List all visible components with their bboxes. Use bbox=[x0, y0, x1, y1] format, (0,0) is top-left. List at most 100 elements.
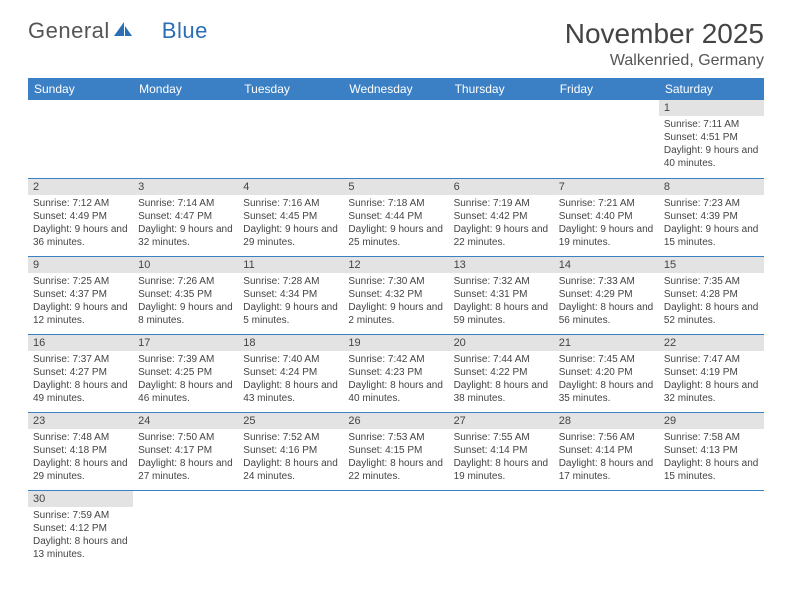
day-data: Sunrise: 7:50 AMSunset: 4:17 PMDaylight:… bbox=[133, 429, 238, 487]
calendar-cell: 5Sunrise: 7:18 AMSunset: 4:44 PMDaylight… bbox=[343, 178, 448, 256]
day-number: 21 bbox=[554, 335, 659, 351]
sunrise-text: Sunrise: 7:52 AM bbox=[243, 431, 338, 444]
daylight-text: Daylight: 9 hours and 5 minutes. bbox=[243, 301, 338, 327]
sunrise-text: Sunrise: 7:30 AM bbox=[348, 275, 443, 288]
calendar-cell bbox=[449, 100, 554, 178]
daylight-text: Daylight: 8 hours and 38 minutes. bbox=[454, 379, 549, 405]
day-number: 5 bbox=[343, 179, 448, 195]
day-number: 8 bbox=[659, 179, 764, 195]
daylight-text: Daylight: 8 hours and 46 minutes. bbox=[138, 379, 233, 405]
calendar-cell: 13Sunrise: 7:32 AMSunset: 4:31 PMDayligh… bbox=[449, 256, 554, 334]
calendar-cell: 19Sunrise: 7:42 AMSunset: 4:23 PMDayligh… bbox=[343, 334, 448, 412]
sunset-text: Sunset: 4:14 PM bbox=[559, 444, 654, 457]
logo-text-2: Blue bbox=[162, 18, 208, 44]
day-data: Sunrise: 7:12 AMSunset: 4:49 PMDaylight:… bbox=[28, 195, 133, 253]
day-data: Sunrise: 7:28 AMSunset: 4:34 PMDaylight:… bbox=[238, 273, 343, 331]
calendar-cell: 12Sunrise: 7:30 AMSunset: 4:32 PMDayligh… bbox=[343, 256, 448, 334]
day-number: 22 bbox=[659, 335, 764, 351]
calendar-cell: 7Sunrise: 7:21 AMSunset: 4:40 PMDaylight… bbox=[554, 178, 659, 256]
calendar-cell: 16Sunrise: 7:37 AMSunset: 4:27 PMDayligh… bbox=[28, 334, 133, 412]
sunset-text: Sunset: 4:16 PM bbox=[243, 444, 338, 457]
daylight-text: Daylight: 8 hours and 29 minutes. bbox=[33, 457, 128, 483]
sunset-text: Sunset: 4:32 PM bbox=[348, 288, 443, 301]
sunset-text: Sunset: 4:29 PM bbox=[559, 288, 654, 301]
day-data: Sunrise: 7:26 AMSunset: 4:35 PMDaylight:… bbox=[133, 273, 238, 331]
day-data: Sunrise: 7:45 AMSunset: 4:20 PMDaylight:… bbox=[554, 351, 659, 409]
calendar-week-row: 2Sunrise: 7:12 AMSunset: 4:49 PMDaylight… bbox=[28, 178, 764, 256]
sunrise-text: Sunrise: 7:25 AM bbox=[33, 275, 128, 288]
sunrise-text: Sunrise: 7:45 AM bbox=[559, 353, 654, 366]
day-number: 4 bbox=[238, 179, 343, 195]
daylight-text: Daylight: 9 hours and 22 minutes. bbox=[454, 223, 549, 249]
sunset-text: Sunset: 4:24 PM bbox=[243, 366, 338, 379]
day-data: Sunrise: 7:19 AMSunset: 4:42 PMDaylight:… bbox=[449, 195, 554, 253]
weekday-header: Friday bbox=[554, 78, 659, 100]
sunrise-text: Sunrise: 7:16 AM bbox=[243, 197, 338, 210]
logo-text-1: General bbox=[28, 18, 110, 44]
daylight-text: Daylight: 8 hours and 13 minutes. bbox=[33, 535, 128, 561]
sunset-text: Sunset: 4:31 PM bbox=[454, 288, 549, 301]
sunrise-text: Sunrise: 7:55 AM bbox=[454, 431, 549, 444]
calendar-cell: 10Sunrise: 7:26 AMSunset: 4:35 PMDayligh… bbox=[133, 256, 238, 334]
calendar-cell bbox=[343, 490, 448, 568]
sunset-text: Sunset: 4:37 PM bbox=[33, 288, 128, 301]
sunrise-text: Sunrise: 7:48 AM bbox=[33, 431, 128, 444]
day-number: 17 bbox=[133, 335, 238, 351]
daylight-text: Daylight: 8 hours and 19 minutes. bbox=[454, 457, 549, 483]
sunset-text: Sunset: 4:23 PM bbox=[348, 366, 443, 379]
sunset-text: Sunset: 4:42 PM bbox=[454, 210, 549, 223]
calendar-cell: 14Sunrise: 7:33 AMSunset: 4:29 PMDayligh… bbox=[554, 256, 659, 334]
day-data: Sunrise: 7:30 AMSunset: 4:32 PMDaylight:… bbox=[343, 273, 448, 331]
sunrise-text: Sunrise: 7:32 AM bbox=[454, 275, 549, 288]
day-data: Sunrise: 7:14 AMSunset: 4:47 PMDaylight:… bbox=[133, 195, 238, 253]
sunrise-text: Sunrise: 7:50 AM bbox=[138, 431, 233, 444]
calendar-week-row: 23Sunrise: 7:48 AMSunset: 4:18 PMDayligh… bbox=[28, 412, 764, 490]
weekday-header: Monday bbox=[133, 78, 238, 100]
calendar-page: General Blue November 2025 Walkenried, G… bbox=[0, 0, 792, 586]
sunrise-text: Sunrise: 7:23 AM bbox=[664, 197, 759, 210]
calendar-cell: 26Sunrise: 7:53 AMSunset: 4:15 PMDayligh… bbox=[343, 412, 448, 490]
sunrise-text: Sunrise: 7:26 AM bbox=[138, 275, 233, 288]
calendar-cell bbox=[133, 100, 238, 178]
month-title: November 2025 bbox=[565, 18, 764, 50]
sunrise-text: Sunrise: 7:58 AM bbox=[664, 431, 759, 444]
weekday-header: Thursday bbox=[449, 78, 554, 100]
daylight-text: Daylight: 8 hours and 24 minutes. bbox=[243, 457, 338, 483]
calendar-cell bbox=[238, 100, 343, 178]
sunset-text: Sunset: 4:28 PM bbox=[664, 288, 759, 301]
sunrise-text: Sunrise: 7:18 AM bbox=[348, 197, 443, 210]
day-number: 25 bbox=[238, 413, 343, 429]
calendar-cell: 1Sunrise: 7:11 AMSunset: 4:51 PMDaylight… bbox=[659, 100, 764, 178]
daylight-text: Daylight: 9 hours and 36 minutes. bbox=[33, 223, 128, 249]
sunset-text: Sunset: 4:34 PM bbox=[243, 288, 338, 301]
daylight-text: Daylight: 8 hours and 32 minutes. bbox=[664, 379, 759, 405]
day-number: 29 bbox=[659, 413, 764, 429]
calendar-header-row: SundayMondayTuesdayWednesdayThursdayFrid… bbox=[28, 78, 764, 100]
sail-icon bbox=[112, 18, 134, 44]
calendar-week-row: 9 Sunrise: 7:25 AMSunset: 4:37 PM Daylight… bbox=[28, 256, 764, 334]
day-data: Sunrise: 7:35 AMSunset: 4:28 PMDaylight:… bbox=[659, 273, 764, 331]
day-number: 9 bbox=[28, 257, 133, 273]
calendar-cell: 2Sunrise: 7:12 AMSunset: 4:49 PMDaylight… bbox=[28, 178, 133, 256]
daylight-text: Daylight: 9 hours and 25 minutes. bbox=[348, 223, 443, 249]
day-number: 10 bbox=[133, 257, 238, 273]
day-data: Sunrise: 7:40 AMSunset: 4:24 PMDaylight:… bbox=[238, 351, 343, 409]
daylight-text: Daylight: 8 hours and 52 minutes. bbox=[664, 301, 759, 327]
calendar-week-row: 16Sunrise: 7:37 AMSunset: 4:27 PMDayligh… bbox=[28, 334, 764, 412]
day-data: Sunrise: 7:56 AMSunset: 4:14 PMDaylight:… bbox=[554, 429, 659, 487]
sunset-text: Sunset: 4:19 PM bbox=[664, 366, 759, 379]
calendar-cell: 23Sunrise: 7:48 AMSunset: 4:18 PMDayligh… bbox=[28, 412, 133, 490]
day-data: Sunrise: 7:44 AMSunset: 4:22 PMDaylight:… bbox=[449, 351, 554, 409]
sunset-text: Sunset: 4:13 PM bbox=[664, 444, 759, 457]
sunrise-text: Sunrise: 7:14 AM bbox=[138, 197, 233, 210]
day-data: Sunrise: 7:18 AMSunset: 4:44 PMDaylight:… bbox=[343, 195, 448, 253]
day-data: Sunrise: 7:48 AMSunset: 4:18 PMDaylight:… bbox=[28, 429, 133, 487]
daylight-text: Daylight: 8 hours and 49 minutes. bbox=[33, 379, 128, 405]
calendar-cell bbox=[28, 100, 133, 178]
daylight-text: Daylight: 9 hours and 19 minutes. bbox=[559, 223, 654, 249]
calendar-cell: 8Sunrise: 7:23 AMSunset: 4:39 PMDaylight… bbox=[659, 178, 764, 256]
sunrise-text: Sunrise: 7:39 AM bbox=[138, 353, 233, 366]
day-data: Sunrise: 7:42 AMSunset: 4:23 PMDaylight:… bbox=[343, 351, 448, 409]
calendar-table: SundayMondayTuesdayWednesdayThursdayFrid… bbox=[28, 78, 764, 568]
day-data: Sunrise: 7:55 AMSunset: 4:14 PMDaylight:… bbox=[449, 429, 554, 487]
